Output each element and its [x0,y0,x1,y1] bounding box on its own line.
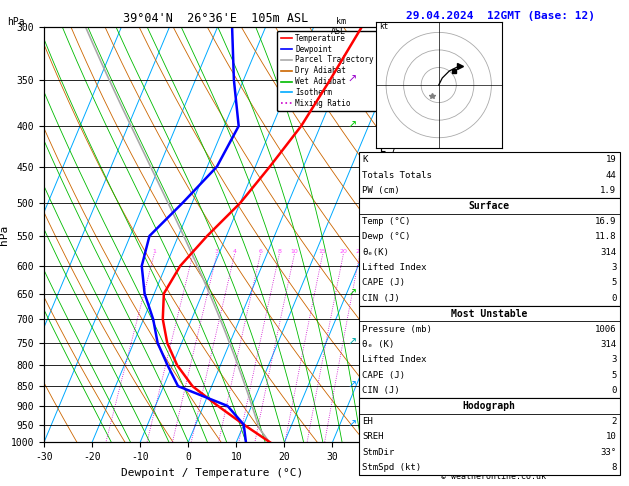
Text: 19: 19 [606,156,616,164]
Text: 5: 5 [611,278,616,287]
Text: 314: 314 [600,340,616,349]
Text: ↗: ↗ [348,289,357,298]
Text: CAPE (J): CAPE (J) [362,278,405,287]
Y-axis label: hPa: hPa [0,225,9,244]
Text: 10: 10 [291,249,298,254]
Text: 29.04.2024  12GMT (Base: 12): 29.04.2024 12GMT (Base: 12) [406,11,594,21]
X-axis label: Dewpoint / Temperature (°C): Dewpoint / Temperature (°C) [121,468,303,478]
Text: 8: 8 [611,463,616,472]
Text: 1006: 1006 [595,325,616,333]
Text: Surface: Surface [469,201,509,211]
Text: 0: 0 [611,386,616,395]
Text: Totals Totals: Totals Totals [362,171,432,180]
Text: ↗: ↗ [348,419,357,430]
Text: 10: 10 [606,433,616,441]
Text: CIN (J): CIN (J) [362,294,400,303]
Text: Dewp (°C): Dewp (°C) [362,232,411,241]
Text: StmSpd (kt): StmSpd (kt) [362,463,421,472]
Text: 0: 0 [611,294,616,303]
Text: 1.9: 1.9 [600,186,616,195]
Text: Most Unstable: Most Unstable [451,309,527,319]
Text: 2: 2 [611,417,616,426]
Text: 20: 20 [340,249,347,254]
Text: ↗: ↗ [348,381,357,391]
Text: LCL: LCL [382,424,397,433]
Text: 3: 3 [611,263,616,272]
Text: 39°04'N  26°36'E  105m ASL: 39°04'N 26°36'E 105m ASL [123,12,308,25]
Text: 33°: 33° [600,448,616,457]
Text: 5: 5 [611,371,616,380]
Text: 1: 1 [152,249,156,254]
Text: Lifted Index: Lifted Index [362,355,427,364]
Text: θₑ(K): θₑ(K) [362,248,389,257]
Text: ↗: ↗ [348,75,357,85]
Text: 6: 6 [259,249,262,254]
Legend: Temperature, Dewpoint, Parcel Trajectory, Dry Adiabat, Wet Adiabat, Isotherm, Mi: Temperature, Dewpoint, Parcel Trajectory… [277,31,377,111]
Text: 8: 8 [277,249,281,254]
Text: 15: 15 [319,249,326,254]
Text: StmDir: StmDir [362,448,394,457]
Text: SREH: SREH [362,433,384,441]
Text: ↗: ↗ [348,338,357,348]
Text: 4: 4 [233,249,237,254]
Text: 16.9: 16.9 [595,217,616,226]
Text: 3: 3 [611,355,616,364]
Text: K: K [362,156,368,164]
Text: Temp (°C): Temp (°C) [362,217,411,226]
Text: EH: EH [362,417,373,426]
Text: Hodograph: Hodograph [462,401,516,411]
Text: km
ASL: km ASL [331,17,346,35]
Y-axis label: Mixing Ratio (g/kg): Mixing Ratio (g/kg) [398,179,408,290]
Text: θₑ (K): θₑ (K) [362,340,394,349]
Text: 44: 44 [606,171,616,180]
Text: CAPE (J): CAPE (J) [362,371,405,380]
Text: Pressure (mb): Pressure (mb) [362,325,432,333]
Text: kt: kt [379,22,388,31]
Text: 2: 2 [191,249,195,254]
Text: CIN (J): CIN (J) [362,386,400,395]
Text: ↗: ↗ [348,121,357,131]
Text: Lifted Index: Lifted Index [362,263,427,272]
Text: 11.8: 11.8 [595,232,616,241]
Text: 25: 25 [356,249,364,254]
Text: PW (cm): PW (cm) [362,186,400,195]
Text: hPa: hPa [8,17,25,27]
Text: 314: 314 [600,248,616,257]
Text: © weatheronline.co.uk: © weatheronline.co.uk [442,472,546,481]
Text: 3: 3 [215,249,219,254]
